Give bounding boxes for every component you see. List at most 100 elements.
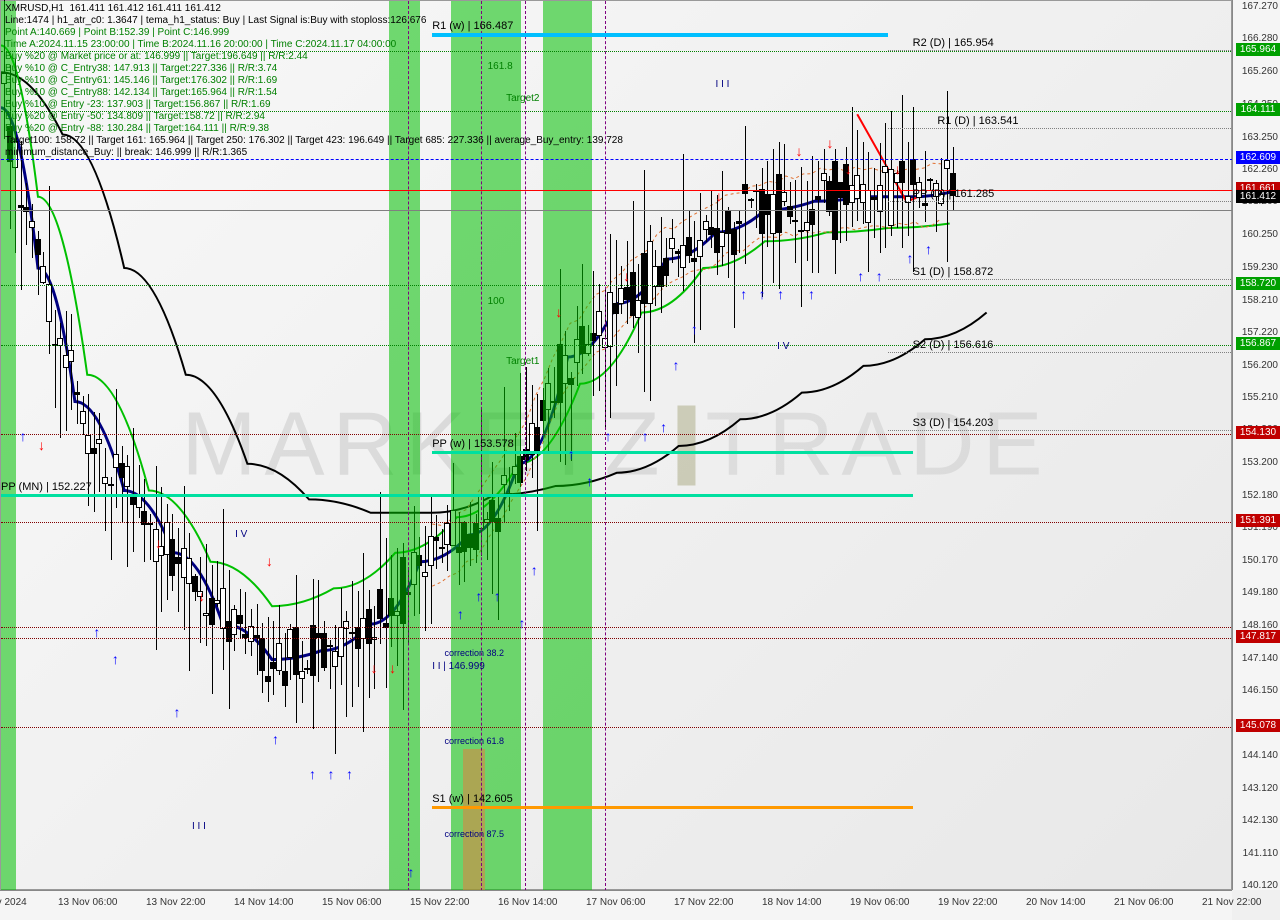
time-tick: 15 Nov 06:00 — [322, 897, 382, 908]
pivot-label: S1 (D) | 158.872 — [913, 266, 994, 278]
time-tick: 13 Nov 22:00 — [146, 897, 206, 908]
price-marker: 158.720 — [1236, 277, 1280, 290]
up-arrow-icon: ↑ — [660, 419, 667, 435]
time-tick: 19 Nov 22:00 — [938, 897, 998, 908]
horizontal-level — [1, 727, 1233, 728]
down-arrow-icon: ↓ — [845, 161, 852, 177]
chart-label: 100 — [488, 296, 505, 307]
up-arrow-icon: ↑ — [808, 286, 815, 302]
price-tick: 163.250 — [1242, 132, 1278, 143]
price-tick: 157.220 — [1242, 327, 1278, 338]
pivot-label: PP (MN) | 152.227 — [1, 481, 92, 493]
price-tick: 162.260 — [1242, 164, 1278, 175]
chart-label: correction 61.8 — [445, 736, 505, 746]
time-tick: 21 Nov 06:00 — [1114, 897, 1174, 908]
symbol-name: XMRUSD,H1 — [5, 3, 64, 14]
price-marker: 145.078 — [1236, 719, 1280, 732]
down-arrow-icon: ↓ — [716, 188, 723, 204]
price-tick: 141.110 — [1243, 848, 1278, 859]
pivot-line — [432, 451, 912, 454]
up-arrow-icon: ↑ — [642, 428, 649, 444]
up-arrow-icon: ↑ — [605, 428, 612, 444]
time-tick: 16 Nov 14:00 — [498, 897, 558, 908]
time-tick: 15 Nov 22:00 — [410, 897, 470, 908]
pivot-label: R1 (D) | 163.541 — [937, 115, 1018, 127]
chart-area[interactable]: MARKETZ TRADE R1 (w) | 166.487R2 (D) | 1… — [0, 0, 1232, 890]
up-arrow-icon: ↑ — [531, 562, 538, 578]
up-arrow-icon: ↑ — [494, 588, 501, 604]
chart-label: I I | 146.999 — [432, 661, 485, 672]
pivot-line — [888, 279, 1233, 280]
up-arrow-icon: ↑ — [740, 286, 747, 302]
price-tick: 160.250 — [1242, 229, 1278, 240]
up-arrow-icon: ↑ — [346, 766, 353, 782]
info-line: Buy %20 @ Market price or at: 146.999 ||… — [5, 51, 623, 63]
info-panel: XMRUSD,H1 161.411 161.412 161.411 161.41… — [5, 3, 623, 159]
info-line: Buy %10 @ C_Entry38: 147.913 || Target:2… — [5, 63, 623, 75]
time-tick: 14 Nov 14:00 — [234, 897, 294, 908]
up-arrow-icon: ↑ — [518, 615, 525, 631]
pivot-line — [888, 430, 1233, 431]
down-arrow-icon: ↓ — [266, 553, 273, 569]
up-arrow-icon: ↑ — [327, 766, 334, 782]
info-line: Target100: 158.72 || Target 161: 165.964… — [5, 135, 623, 147]
time-tick: 20 Nov 14:00 — [1026, 897, 1086, 908]
up-arrow-icon: ↑ — [586, 473, 593, 489]
info-line: Buy %10 @ Entry -23: 137.903 || Target:1… — [5, 99, 623, 111]
price-marker: 154.130 — [1236, 426, 1280, 439]
pivot-line — [432, 806, 912, 809]
time-tick: 18 Nov 14:00 — [762, 897, 822, 908]
price-tick: 140.120 — [1242, 880, 1278, 891]
up-arrow-icon: ↑ — [777, 286, 784, 302]
pivot-label: S2 (D) | 156.616 — [913, 339, 994, 351]
price-tick: 143.120 — [1242, 783, 1278, 794]
time-tick: 19 Nov 06:00 — [850, 897, 910, 908]
price-marker: 161.412 — [1236, 190, 1280, 203]
up-arrow-icon: ↑ — [672, 357, 679, 373]
up-arrow-icon: ↑ — [457, 606, 464, 622]
price-axis: 167.270166.280165.260164.250163.250162.2… — [1232, 0, 1280, 890]
price-marker: 156.867 — [1236, 337, 1280, 350]
price-marker: 151.391 — [1236, 514, 1280, 527]
horizontal-level — [1, 159, 1233, 160]
time-tick: 13 Nov 06:00 — [58, 897, 118, 908]
down-arrow-icon: ↓ — [371, 660, 378, 676]
horizontal-level — [1, 190, 1233, 191]
pivot-line — [1, 494, 913, 497]
price-marker: 165.964 — [1236, 43, 1280, 56]
price-tick: 155.210 — [1242, 392, 1278, 403]
price-tick: 167.270 — [1242, 1, 1278, 12]
price-tick: 152.180 — [1242, 490, 1278, 501]
price-marker: 162.609 — [1236, 151, 1280, 164]
up-arrow-icon: ↑ — [272, 731, 279, 747]
info-line: Point A:140.669 | Point B:152.39 | Point… — [5, 27, 623, 39]
horizontal-level — [1, 434, 1233, 435]
horizontal-level — [1, 210, 1233, 211]
up-arrow-icon: ↑ — [907, 250, 914, 266]
watermark-text2: TRADE — [705, 394, 1050, 497]
chart-label: I I I — [716, 79, 730, 90]
down-arrow-icon: ↓ — [155, 535, 162, 551]
price-tick: 142.130 — [1242, 815, 1278, 826]
pivot-line — [888, 352, 1233, 353]
watermark: MARKETZ TRADE — [181, 394, 1050, 497]
down-arrow-icon: ↓ — [198, 588, 205, 604]
down-arrow-icon: ↓ — [796, 143, 803, 159]
chart-label: correction 87.5 — [445, 829, 505, 839]
horizontal-level — [1, 285, 1233, 286]
pivot-line — [888, 128, 1233, 129]
price-tick: 158.210 — [1242, 295, 1278, 306]
horizontal-level — [1, 345, 1233, 346]
symbol-header: XMRUSD,H1 161.411 161.412 161.411 161.41… — [5, 3, 623, 15]
time-tick: 21 Nov 22:00 — [1202, 897, 1262, 908]
pivot-line — [888, 50, 1233, 51]
down-arrow-icon: ↓ — [623, 268, 630, 284]
price-tick: 144.140 — [1242, 750, 1278, 761]
horizontal-level — [1, 522, 1233, 523]
chart-label: Target1 — [506, 356, 539, 367]
price-tick: 153.200 — [1242, 457, 1278, 468]
down-arrow-icon: ↓ — [389, 660, 396, 676]
up-arrow-icon: ↑ — [568, 446, 575, 462]
price-marker: 147.817 — [1236, 630, 1280, 643]
chart-label: I I I — [192, 821, 206, 832]
